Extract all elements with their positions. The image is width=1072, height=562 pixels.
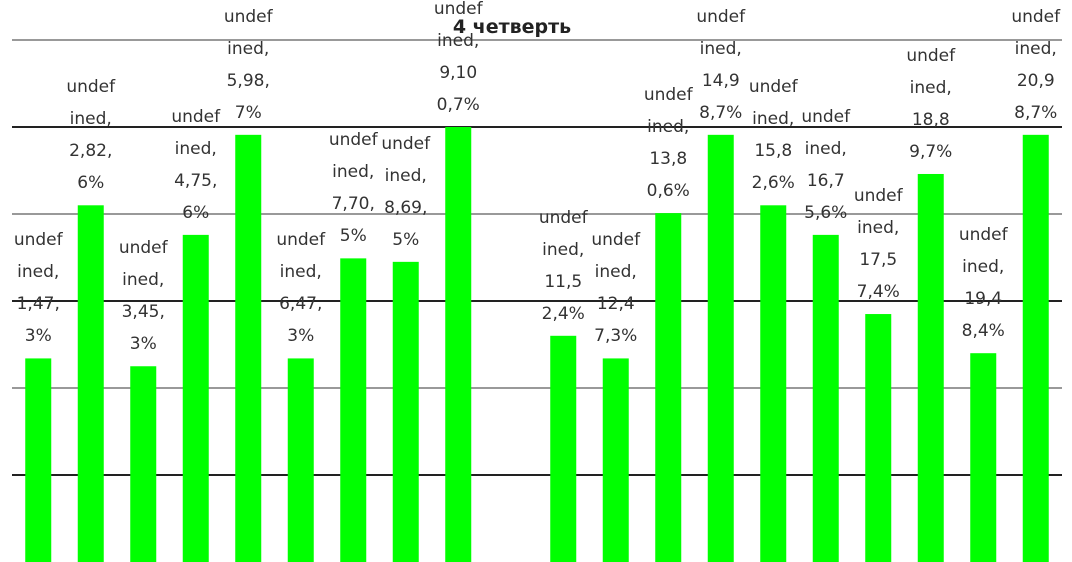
data-label-box: undefined,16,75,6% bbox=[801, 106, 851, 223]
bar bbox=[707, 134, 734, 562]
bar bbox=[445, 127, 472, 562]
bar bbox=[917, 173, 944, 562]
bar bbox=[970, 353, 997, 562]
data-label-box: undefined,12,47,3% bbox=[591, 230, 641, 347]
bar bbox=[812, 234, 839, 562]
bar bbox=[1022, 134, 1049, 562]
bar bbox=[130, 366, 157, 562]
data-label: undefined,4,75,6% bbox=[171, 106, 221, 223]
bar bbox=[25, 358, 52, 562]
data-label: undefined,7,70,5% bbox=[328, 130, 378, 247]
data-label: undefined,17,57,4% bbox=[853, 186, 903, 303]
bar bbox=[865, 314, 892, 562]
data-label-box: undefined,1,47,3% bbox=[13, 230, 63, 347]
data-label: undefined,8,69,5% bbox=[381, 133, 431, 250]
grid bbox=[12, 39, 1062, 476]
data-label-box: undefined,14,98,7% bbox=[696, 6, 746, 123]
data-label-box: undefined,4,75,6% bbox=[171, 106, 221, 223]
data-label: undefined,16,75,6% bbox=[801, 106, 851, 223]
data-label-box: undefined,11,52,4% bbox=[538, 207, 588, 324]
data-label-box: undefined,13,80,6% bbox=[643, 85, 693, 202]
data-label: undefined,20,98,7% bbox=[1011, 6, 1061, 123]
bar bbox=[550, 335, 577, 562]
data-label-box: undefined,9,100,7% bbox=[433, 0, 483, 115]
data-label-box: undefined,20,98,7% bbox=[1011, 6, 1061, 123]
data-label-box: undefined,6,47,3% bbox=[276, 230, 326, 347]
data-label: undefined,13,80,6% bbox=[643, 85, 693, 202]
data-label-box: undefined,2,82,6% bbox=[66, 77, 116, 194]
bar bbox=[392, 261, 419, 562]
bar bbox=[287, 358, 314, 562]
data-label: undefined,5,98,7% bbox=[223, 6, 273, 123]
chart-title: 4 четверть bbox=[453, 16, 571, 38]
data-label-box: undefined,17,57,4% bbox=[853, 186, 903, 303]
data-label: undefined,11,52,4% bbox=[538, 207, 588, 324]
data-label: undefined,3,45,3% bbox=[118, 238, 168, 355]
data-label: undefined,6,47,3% bbox=[276, 230, 326, 347]
bar bbox=[602, 358, 629, 562]
data-label: undefined,15,82,6% bbox=[748, 77, 798, 194]
data-label-box: undefined,5,98,7% bbox=[223, 6, 273, 123]
data-label-box: undefined,19,48,4% bbox=[958, 225, 1008, 342]
data-label: undefined,12,47,3% bbox=[591, 230, 641, 347]
data-label: undefined,2,82,6% bbox=[66, 77, 116, 194]
bar bbox=[235, 134, 262, 562]
bar bbox=[760, 205, 787, 562]
data-label: undefined,9,100,7% bbox=[433, 0, 483, 115]
data-label: undefined,18,89,7% bbox=[906, 45, 956, 162]
data-label: undefined,14,98,7% bbox=[696, 6, 746, 123]
data-label-box: undefined,3,45,3% bbox=[118, 238, 168, 355]
data-label-box: undefined,7,70,5% bbox=[328, 130, 378, 247]
bar bbox=[655, 213, 682, 562]
bar bbox=[340, 258, 367, 562]
data-label-box: undefined,18,89,7% bbox=[906, 45, 956, 162]
data-label: undefined,19,48,4% bbox=[958, 225, 1008, 342]
bar bbox=[77, 205, 104, 562]
bar bbox=[182, 234, 209, 562]
data-label: undefined,1,47,3% bbox=[13, 230, 63, 347]
data-label-box: undefined,8,69,5% bbox=[381, 133, 431, 250]
data-label-box: undefined,15,82,6% bbox=[748, 77, 798, 194]
